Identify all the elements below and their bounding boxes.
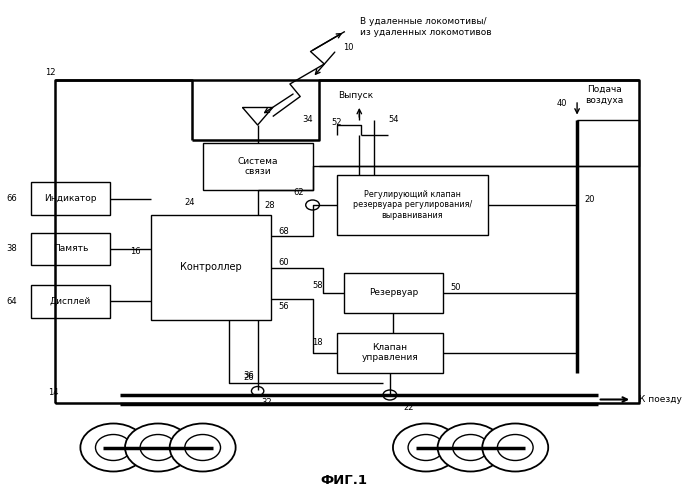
Text: 20: 20 (584, 196, 594, 204)
Text: 66: 66 (6, 194, 17, 203)
Circle shape (306, 200, 319, 210)
Text: Подача
воздуха: Подача воздуха (585, 86, 624, 104)
Circle shape (95, 434, 131, 460)
Bar (151, 215, 271, 320)
Text: К поезду: К поезду (639, 395, 682, 404)
Text: Контроллер: Контроллер (181, 262, 242, 272)
Text: Регулирующий клапан
резервуара регулирования/
выравнивания: Регулирующий клапан резервуара регулиров… (352, 190, 472, 220)
Circle shape (482, 424, 548, 472)
Text: 34: 34 (302, 116, 313, 124)
Text: Дисплей: Дисплей (49, 297, 91, 306)
Circle shape (125, 424, 191, 472)
Circle shape (383, 390, 397, 400)
Circle shape (80, 424, 146, 472)
Bar (337, 332, 443, 372)
Circle shape (497, 434, 533, 460)
Text: Система
связи: Система связи (238, 156, 278, 176)
Bar (344, 272, 443, 312)
Text: 14: 14 (48, 388, 58, 397)
Bar (337, 175, 488, 235)
Circle shape (251, 386, 264, 396)
Text: 36: 36 (243, 370, 254, 380)
Text: 26: 26 (243, 373, 254, 382)
Circle shape (408, 434, 444, 460)
Text: 16: 16 (131, 247, 141, 256)
Circle shape (170, 424, 236, 472)
Text: 52: 52 (332, 118, 342, 127)
Text: 56: 56 (278, 302, 289, 311)
Text: В удаленные локомотивы/
из удаленных локомотивов: В удаленные локомотивы/ из удаленных лок… (360, 18, 492, 37)
Text: 40: 40 (556, 100, 567, 108)
Bar (203, 142, 313, 190)
Text: ФИГ.1: ФИГ.1 (320, 474, 367, 488)
Text: 28: 28 (264, 200, 275, 209)
Circle shape (140, 434, 176, 460)
Text: 60: 60 (278, 258, 289, 267)
Text: 54: 54 (388, 116, 398, 124)
Text: Память: Память (53, 244, 88, 254)
Text: 18: 18 (313, 338, 323, 347)
Text: 58: 58 (313, 280, 323, 289)
Text: Индикатор: Индикатор (44, 194, 97, 203)
Text: 10: 10 (344, 43, 354, 52)
Circle shape (453, 434, 488, 460)
Bar (31, 182, 110, 215)
Text: 38: 38 (6, 244, 17, 254)
Text: 32: 32 (261, 398, 271, 407)
Text: 24: 24 (184, 198, 194, 207)
Text: 68: 68 (278, 226, 289, 235)
Circle shape (438, 424, 504, 472)
Circle shape (185, 434, 221, 460)
Text: 62: 62 (293, 188, 304, 197)
Text: Выпуск: Выпуск (338, 91, 374, 100)
Text: 64: 64 (7, 297, 17, 306)
Bar (31, 232, 110, 265)
Text: Резервуар: Резервуар (369, 288, 418, 297)
Text: 12: 12 (45, 68, 55, 77)
Text: Клапан
управления: Клапан управления (361, 343, 418, 362)
Text: 22: 22 (404, 403, 414, 412)
Text: 50: 50 (450, 283, 460, 292)
Bar (31, 285, 110, 318)
Circle shape (393, 424, 459, 472)
